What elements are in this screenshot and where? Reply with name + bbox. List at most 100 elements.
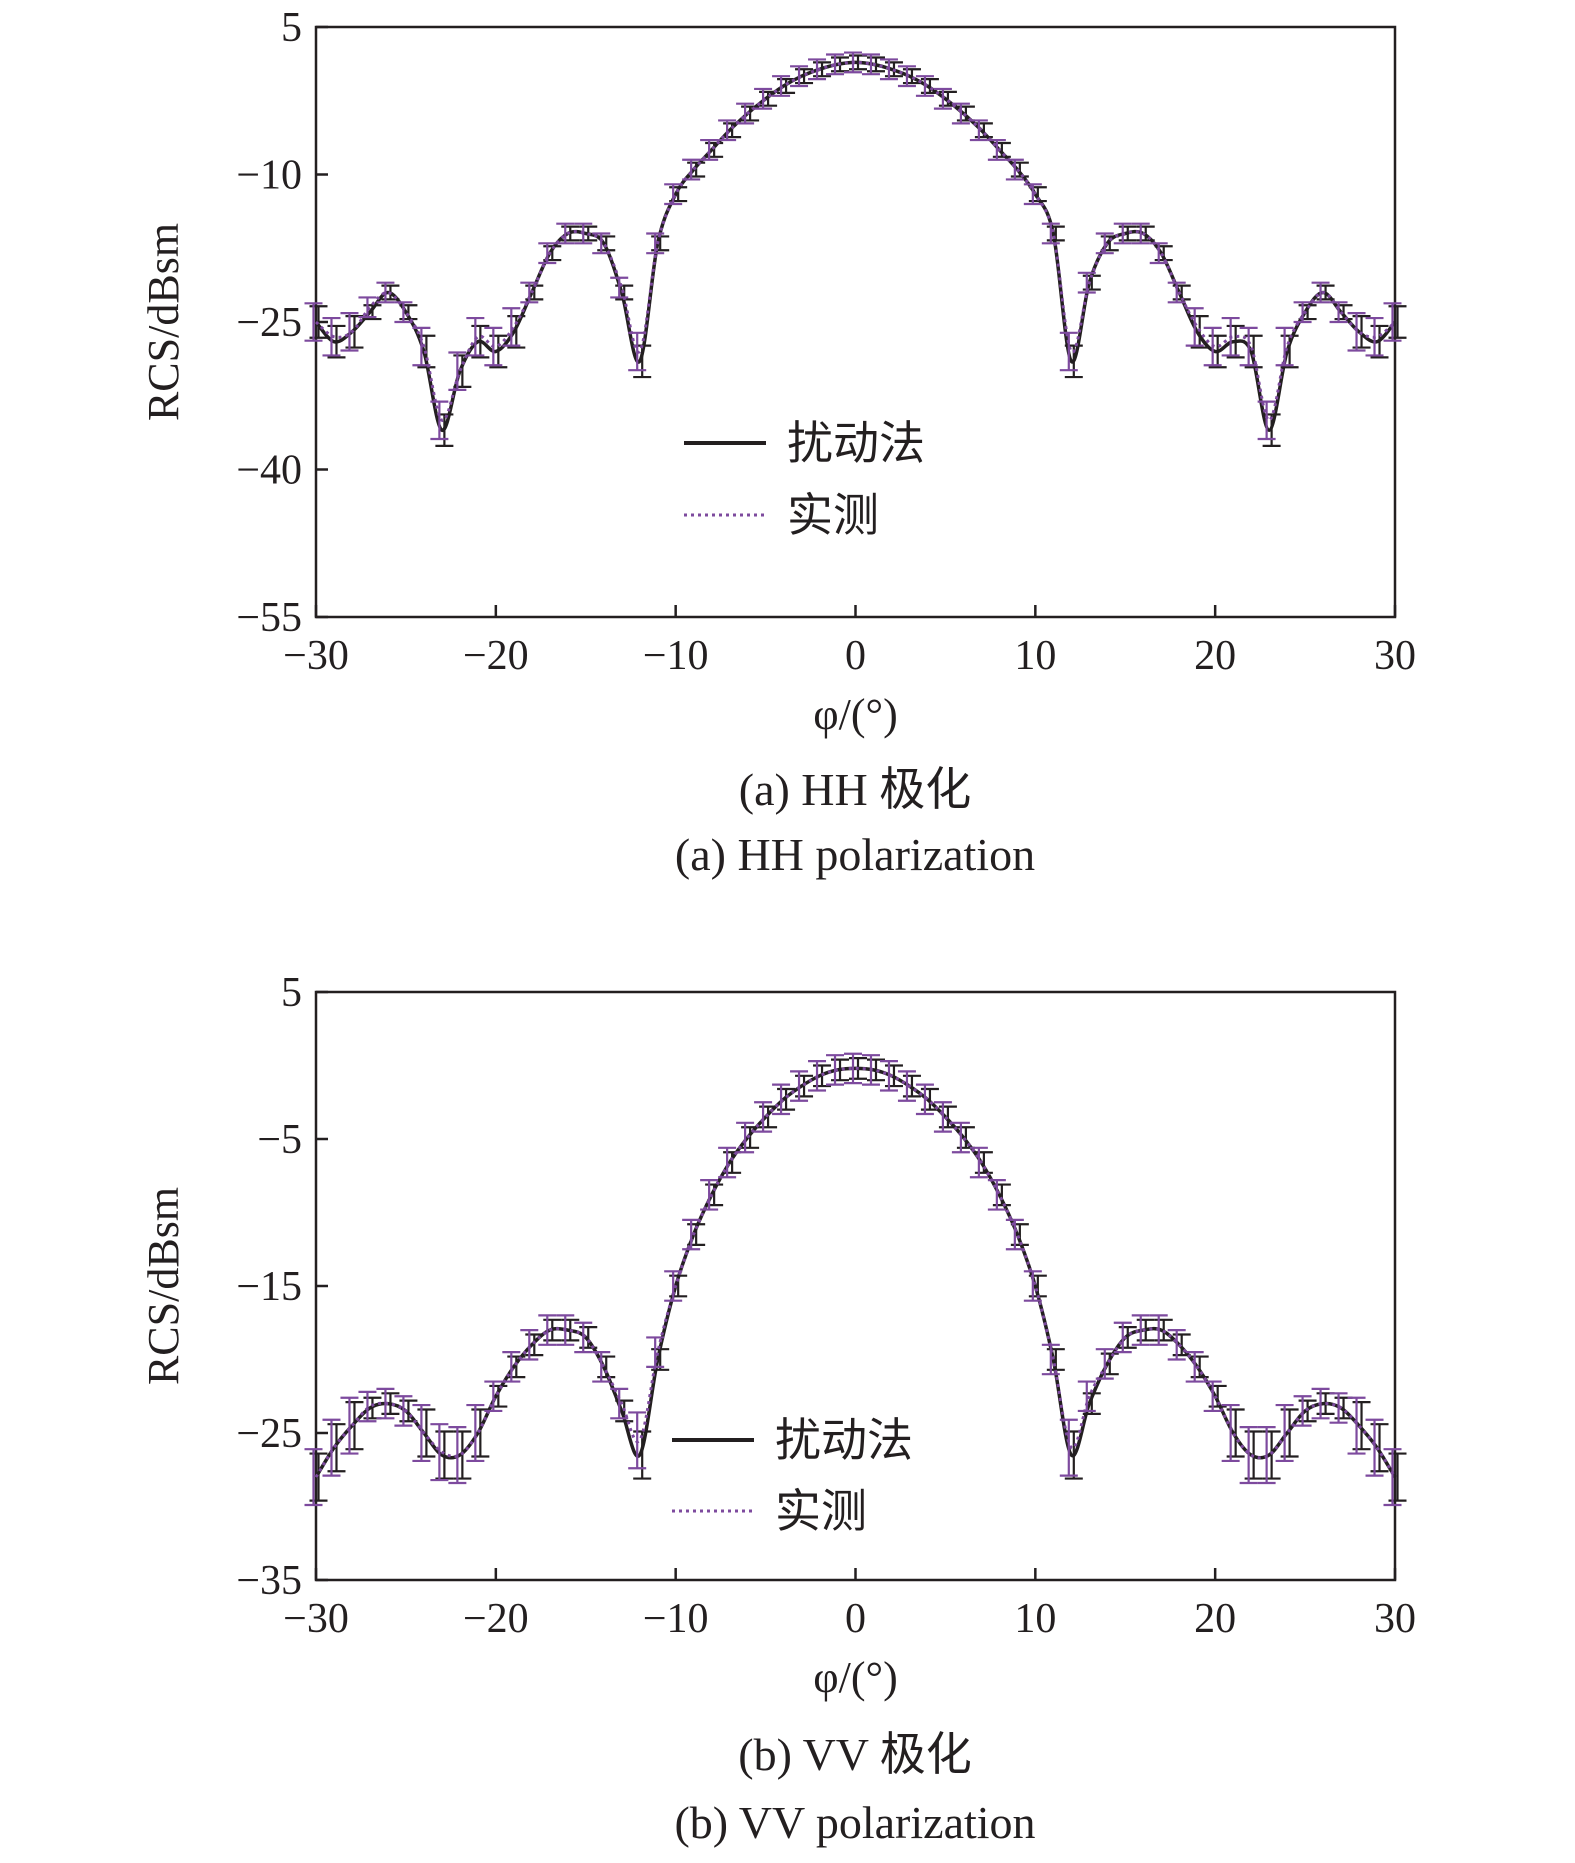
measured-point bbox=[502, 307, 521, 347]
perturbation-point bbox=[1352, 1401, 1371, 1451]
measured-point bbox=[1203, 1380, 1222, 1413]
series-perturbation-line bbox=[314, 1066, 1397, 1479]
measured-point bbox=[574, 1321, 593, 1354]
perturbation-point bbox=[1388, 1452, 1407, 1502]
measured-point bbox=[1239, 1426, 1258, 1485]
measured-point bbox=[682, 1218, 701, 1251]
measured-point bbox=[969, 119, 988, 142]
measured-point bbox=[736, 1121, 755, 1154]
measured-point bbox=[808, 58, 827, 81]
y-tick-label: −55 bbox=[236, 595, 302, 641]
measured-point bbox=[1239, 326, 1258, 367]
measured-point bbox=[879, 58, 898, 81]
measured-point bbox=[592, 232, 611, 255]
measured-point bbox=[1167, 1328, 1186, 1361]
x-tick-label: 20 bbox=[1194, 1596, 1236, 1642]
measured-point bbox=[556, 222, 575, 245]
x-tick-label: −10 bbox=[643, 633, 709, 679]
measured-point bbox=[861, 1054, 880, 1086]
y-axis-label: RCS/dBsm bbox=[139, 1187, 188, 1385]
perturbation-point bbox=[327, 1423, 346, 1473]
panel-a-plot-area: −30 −20 −10 0 10 20 30 5 −10 −25 −40 −55 φ/(°) RCS/dB… bbox=[139, 5, 1416, 739]
panel-a-caption-cn: (a) HH 极化 bbox=[739, 764, 972, 815]
measured-point bbox=[628, 331, 647, 372]
measured-point bbox=[574, 222, 593, 245]
measured-point bbox=[1149, 242, 1168, 265]
panel-b-vv-polarization: −30 −20 −10 0 10 20 30 5 −5 −15 −25 −35 φ/(°) RCS/dBs… bbox=[139, 970, 1416, 1848]
x-tick-label: −30 bbox=[283, 633, 349, 679]
y-tick-label: −10 bbox=[236, 153, 302, 199]
measured-point bbox=[1023, 183, 1042, 206]
measured-point bbox=[592, 1351, 611, 1383]
measured-point bbox=[844, 51, 862, 74]
measured-point bbox=[1077, 271, 1096, 294]
measured-point bbox=[610, 1387, 629, 1420]
perturbation-point bbox=[651, 235, 670, 252]
measured-point bbox=[915, 1083, 934, 1116]
measured-point bbox=[1023, 1270, 1042, 1302]
measured-point bbox=[772, 75, 791, 97]
x-tick-label: 30 bbox=[1374, 633, 1416, 679]
measured-point bbox=[1221, 1403, 1240, 1463]
x-tick-label: −20 bbox=[463, 633, 529, 679]
measured-point bbox=[772, 1083, 791, 1116]
measured-point bbox=[628, 1411, 647, 1470]
measured-point bbox=[1095, 1348, 1114, 1380]
measured-point bbox=[646, 1336, 665, 1368]
y-tick-label: −25 bbox=[236, 1411, 302, 1457]
measured-point bbox=[1365, 1418, 1384, 1477]
measured-point bbox=[933, 1101, 952, 1133]
measured-point bbox=[718, 1146, 737, 1179]
measured-point bbox=[556, 1314, 575, 1346]
y-tick-label: 5 bbox=[281, 970, 302, 1016]
measured-point bbox=[484, 1380, 503, 1413]
measured-point bbox=[682, 158, 701, 181]
x-tick-label: −10 bbox=[643, 1596, 709, 1642]
legend-label-measured: 实测 bbox=[787, 488, 879, 542]
measured-point bbox=[466, 316, 485, 357]
measured-point bbox=[1257, 1426, 1276, 1485]
perturbation-point bbox=[1244, 334, 1263, 369]
measured-point bbox=[1041, 222, 1060, 245]
measured-point bbox=[340, 1396, 359, 1455]
measured-point bbox=[394, 301, 413, 324]
measured-point bbox=[1347, 312, 1366, 352]
y-tick-label: −15 bbox=[236, 1264, 302, 1310]
x-tick-label: 10 bbox=[1014, 633, 1056, 679]
measured-point bbox=[951, 102, 970, 125]
measured-point bbox=[1059, 1418, 1078, 1477]
measured-point bbox=[304, 1448, 323, 1507]
perturbation-point bbox=[327, 324, 346, 359]
y-tick-label: −25 bbox=[236, 300, 302, 346]
measured-point bbox=[1203, 326, 1222, 367]
measured-point bbox=[376, 1387, 395, 1420]
measured-point bbox=[664, 1270, 683, 1302]
measured-point bbox=[358, 1390, 377, 1423]
measured-point bbox=[358, 296, 377, 319]
panel-b-caption-en: (b) VV polarization bbox=[674, 1797, 1035, 1848]
measured-point bbox=[1149, 1314, 1168, 1346]
measured-point bbox=[897, 65, 916, 88]
measured-point bbox=[879, 1059, 898, 1092]
measured-point bbox=[736, 102, 755, 125]
measured-point bbox=[951, 1121, 970, 1154]
measured-point bbox=[466, 1403, 485, 1463]
measured-point bbox=[412, 326, 431, 367]
measured-point bbox=[484, 326, 503, 367]
perturbation-point bbox=[1280, 1408, 1299, 1458]
measured-point bbox=[1113, 222, 1132, 245]
y-tick-label: −5 bbox=[257, 1117, 302, 1163]
measured-point bbox=[520, 281, 539, 304]
x-tick-label: 20 bbox=[1194, 633, 1236, 679]
measured-point bbox=[394, 1395, 413, 1427]
measured-point bbox=[322, 316, 341, 357]
measured-point bbox=[1077, 1380, 1096, 1413]
measured-point bbox=[1329, 301, 1348, 324]
perturbation-point bbox=[1046, 225, 1065, 242]
panel-b-caption-cn: (b) VV 极化 bbox=[738, 1729, 971, 1780]
measured-point bbox=[700, 138, 719, 161]
perturbation-point bbox=[507, 315, 526, 349]
measured-point bbox=[1041, 1343, 1060, 1376]
perturbation-point bbox=[579, 1326, 598, 1349]
